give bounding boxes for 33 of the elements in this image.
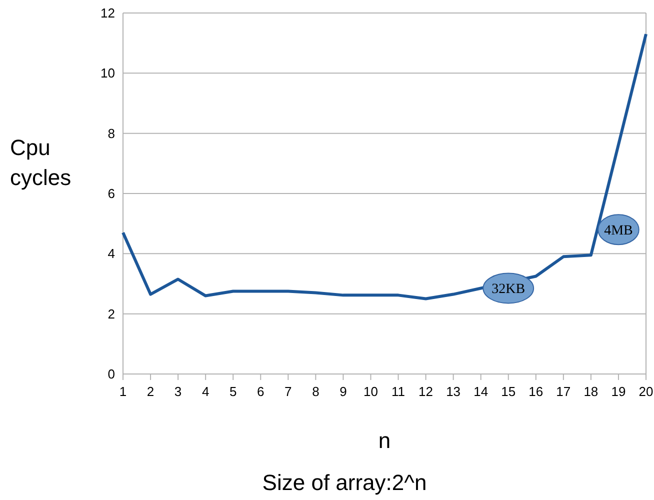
x-tick-label: 3 (174, 384, 182, 399)
x-tick-label: 10 (364, 384, 378, 399)
x-tick-label: 1 (119, 384, 127, 399)
x-axis-title: n (378, 428, 391, 453)
y-tick-label: 10 (100, 66, 115, 81)
x-tick-label: 9 (340, 384, 347, 399)
x-tick-label: 12 (418, 384, 434, 399)
annotation: 32KB (492, 282, 526, 298)
x-tick-label: 15 (501, 384, 516, 399)
text: Size of array:2^n (262, 470, 427, 495)
x-tick-label: 5 (229, 384, 237, 399)
x-tick-label: 18 (584, 384, 598, 399)
y-tick-label: 8 (108, 126, 115, 141)
annotation: 4MB (604, 224, 633, 238)
y-tick-label: 12 (100, 6, 115, 21)
x-tick-label: 14 (474, 384, 488, 399)
x-tick-label: 19 (611, 384, 626, 399)
y-tick-label: 4 (108, 246, 115, 262)
x-tick-label: 16 (528, 384, 544, 399)
x-tick-label: 4 (202, 384, 210, 399)
x-tick-label: 6 (257, 384, 264, 399)
line-series (122, 32, 648, 300)
x-tick-label: 17 (556, 384, 571, 399)
y-tick-label: 2 (108, 306, 115, 322)
x-tick-label: 11 (392, 384, 406, 399)
x-tick-label: 13 (446, 384, 461, 399)
y-tick-label: 0 (108, 366, 115, 382)
y-tick-label: 6 (108, 186, 115, 202)
y-axis-title: Cpu cycles (10, 135, 72, 190)
x-tick-label: 7 (284, 384, 292, 399)
x-tick-label: 8 (312, 384, 320, 399)
x-tick-label: 20 (638, 384, 654, 399)
x-tick-label: 2 (146, 384, 154, 399)
